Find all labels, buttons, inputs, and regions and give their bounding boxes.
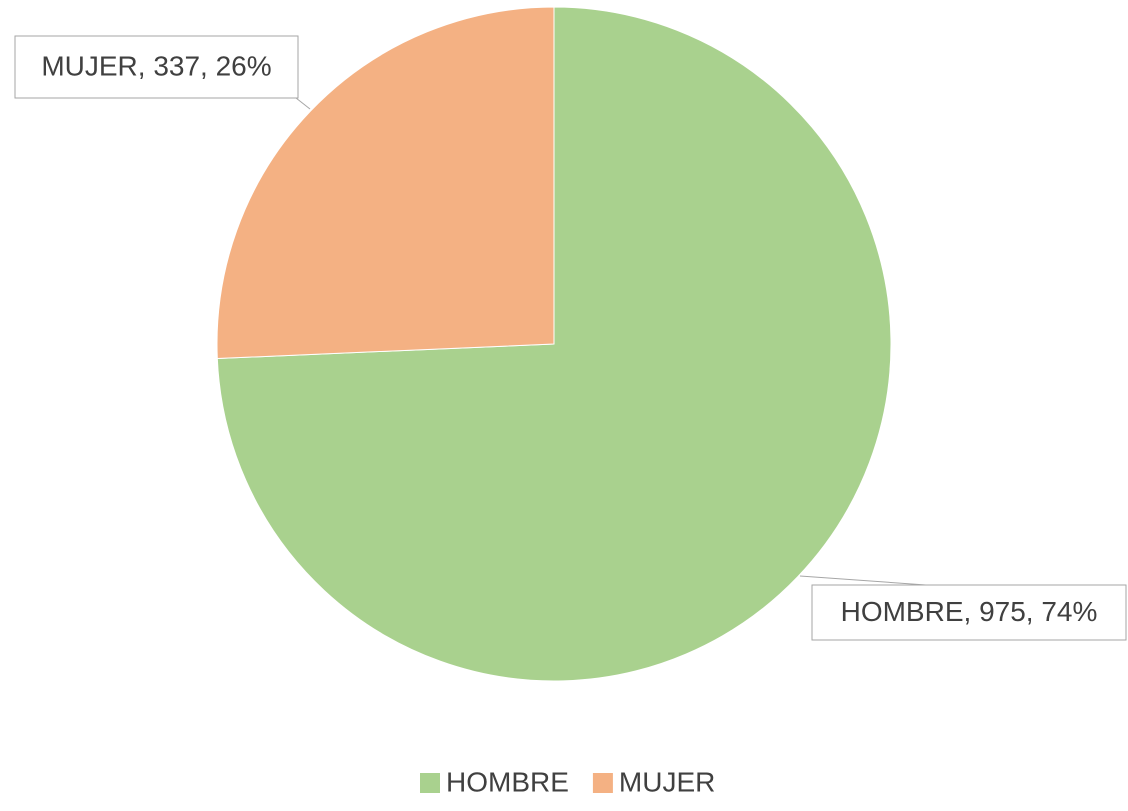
data-labels: HOMBRE, 975, 74% MUJER, 337, 26%	[14, 35, 1127, 641]
label-box	[811, 584, 1127, 641]
data-label: HOMBRE, 975, 74%	[841, 596, 1098, 627]
legend-label: MUJER	[619, 766, 715, 797]
pie-slice	[216, 6, 555, 360]
legend: HOMBRE MUJER	[420, 766, 715, 797]
pie	[216, 6, 892, 682]
leader-line	[799, 575, 941, 587]
legend-label: HOMBRE	[446, 766, 569, 797]
data-label: MUJER, 337, 26%	[41, 50, 271, 81]
legend-swatch	[420, 773, 440, 793]
leader-line	[295, 97, 311, 110]
label-box	[14, 35, 299, 99]
legend-swatch	[592, 773, 613, 793]
